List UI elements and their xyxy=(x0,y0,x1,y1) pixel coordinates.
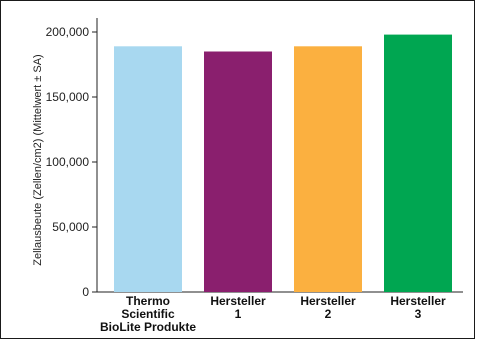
bar xyxy=(204,51,272,292)
x-tick-label: Hersteller 2 xyxy=(300,294,356,321)
y-tick-label: 0 xyxy=(82,285,89,299)
y-tick-label: 150,000 xyxy=(46,90,90,104)
bar xyxy=(114,46,182,292)
y-tick-label: 50,000 xyxy=(52,220,89,234)
y-tick-label: 200,000 xyxy=(46,25,90,39)
y-ticks: 0 50,000 100,000 150,000 200,000 xyxy=(46,25,97,299)
y-axis-title: Zellausbeute (Zellen/cm2) (Mittelwert ± … xyxy=(32,54,44,265)
x-labels: Thermo Scientific BioLite Produkte Herstell… xyxy=(100,294,446,334)
bar xyxy=(384,34,452,292)
x-tick-label: Hersteller 3 xyxy=(390,294,446,321)
y-tick-label: 100,000 xyxy=(46,155,90,169)
bar xyxy=(294,46,362,292)
x-tick-label: Thermo Scientific BioLite Produkte xyxy=(100,294,196,334)
x-tick-label: Hersteller 1 xyxy=(210,294,266,321)
bars xyxy=(114,34,452,292)
